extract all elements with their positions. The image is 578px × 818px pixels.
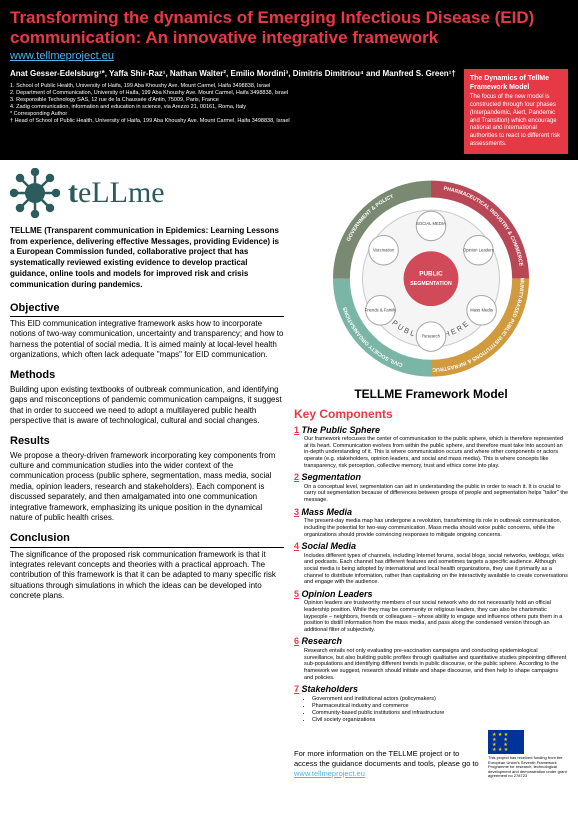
key-component: 3 Mass MediaThe present-day media map ha… bbox=[294, 507, 568, 538]
model-box-body: The focus of the new model is constructe… bbox=[470, 94, 562, 149]
left-column: teLLme TELLME (Transparent communication… bbox=[10, 168, 284, 778]
footer-more-info: For more information on the TELLME proje… bbox=[294, 749, 482, 778]
key-component: 5 Opinion LeadersOpinion leaders are tru… bbox=[294, 589, 568, 634]
affiliation-line: 3. Responsible Technology SAS, 12 rue de… bbox=[10, 97, 456, 104]
svg-text:Friends & Family: Friends & Family bbox=[365, 307, 397, 312]
key-component: 1 The Public SphereOur framework refocus… bbox=[294, 425, 568, 470]
svg-text:SOCIAL MEDIA: SOCIAL MEDIA bbox=[416, 221, 446, 226]
virus-icon bbox=[10, 168, 60, 218]
kc-name: Opinion Leaders bbox=[299, 589, 373, 599]
svg-text:Vaccination: Vaccination bbox=[373, 247, 395, 252]
kc-bullet: Pharmaceutical industry and commerce bbox=[312, 703, 568, 710]
footer-link[interactable]: www.tellmeproject.eu bbox=[294, 769, 365, 778]
kc-bullet: Civil society organizations bbox=[312, 717, 568, 724]
intro-paragraph: TELLME (Transparent communication in Epi… bbox=[10, 226, 284, 291]
kc-body: The present-day media map has undergone … bbox=[304, 518, 568, 538]
affiliation-line: 2. Department of Communication, Universi… bbox=[10, 90, 456, 97]
eu-funding-box: This project has received funding from t… bbox=[488, 730, 568, 778]
svg-text:Mass Media: Mass Media bbox=[470, 307, 493, 312]
key-component: 7 StakeholdersGovernment and institution… bbox=[294, 684, 568, 724]
kc-name: Research bbox=[299, 636, 342, 646]
svg-text:PUBLIC: PUBLIC bbox=[419, 270, 443, 277]
affiliations: 1. School of Public Health, University o… bbox=[10, 83, 456, 124]
kc-bullet: Government and institutional actors (pol… bbox=[312, 696, 568, 703]
kc-name: Segmentation bbox=[299, 472, 361, 482]
right-column: PHARMACEUTICAL INDUSTRY & COMMERCE COMMU… bbox=[294, 168, 568, 778]
affiliation-line: 1. School of Public Health, University o… bbox=[10, 83, 456, 90]
affiliation-line: * Corresponding Author bbox=[10, 111, 456, 118]
kc-body: Includes different types of channels, in… bbox=[304, 553, 568, 586]
section-heading: Methods bbox=[10, 368, 284, 382]
footer-row: For more information on the TELLME proje… bbox=[294, 730, 568, 778]
project-link[interactable]: www.tellmeproject.eu bbox=[10, 50, 114, 62]
key-component: 6 ResearchResearch entails not only eval… bbox=[294, 636, 568, 681]
framework-diagram: PHARMACEUTICAL INDUSTRY & COMMERCE COMMU… bbox=[294, 168, 568, 379]
section-heading: Objective bbox=[10, 301, 284, 317]
diagram-title: TELLME Framework Model bbox=[294, 387, 568, 403]
section-body: The significance of the proposed risk co… bbox=[10, 550, 284, 602]
kc-body: On a conceptual level, segmentation can … bbox=[304, 484, 568, 504]
svg-text:Opinion Leaders: Opinion Leaders bbox=[463, 247, 494, 252]
kc-body: Our framework refocuses the center of co… bbox=[304, 436, 568, 469]
section-body: This EID communication integrative frame… bbox=[10, 319, 284, 361]
header: Transforming the dynamics of Emerging In… bbox=[0, 0, 578, 160]
poster-title: Transforming the dynamics of Emerging In… bbox=[10, 8, 568, 49]
key-component: 2 SegmentationOn a conceptual level, seg… bbox=[294, 472, 568, 503]
content-columns: teLLme TELLME (Transparent communication… bbox=[0, 160, 578, 784]
section-body: Building upon existing textbooks of outb… bbox=[10, 385, 284, 427]
kc-body: Opinion leaders are trustworthy members … bbox=[304, 600, 568, 633]
affiliation-line: 4. Zadig communication, information and … bbox=[10, 104, 456, 111]
kc-bullet: Community-based public institutions and … bbox=[312, 710, 568, 717]
svg-text:Research: Research bbox=[422, 334, 441, 339]
authors: Anat Gesser-Edelsburg¹*, Yaffa Shir-Raz¹… bbox=[10, 69, 456, 79]
section-heading: Conclusion bbox=[10, 531, 284, 547]
model-box-title: The Dynamics of TellMe Framework Model bbox=[470, 74, 562, 92]
eu-funding-text: This project has received funding from t… bbox=[488, 756, 568, 778]
tellme-logo: teLLme bbox=[10, 168, 284, 218]
authors-block: Anat Gesser-Edelsburg¹*, Yaffa Shir-Raz¹… bbox=[10, 69, 456, 154]
kc-name: The Public Sphere bbox=[299, 425, 380, 435]
section-heading: Results bbox=[10, 434, 284, 448]
logo-text: teLLme bbox=[68, 173, 165, 212]
svg-text:SEGMENTATION: SEGMENTATION bbox=[410, 281, 452, 287]
affiliation-line: † Head of School of Public Health, Unive… bbox=[10, 118, 456, 125]
key-component: 4 Social MediaIncludes different types o… bbox=[294, 541, 568, 586]
model-dynamics-box: The Dynamics of TellMe Framework Model T… bbox=[464, 69, 568, 154]
kc-name: Social Media bbox=[299, 541, 356, 551]
section-body: We propose a theory-driven framework inc… bbox=[10, 451, 284, 524]
kc-bullets: Government and institutional actors (pol… bbox=[312, 696, 568, 725]
kc-name: Mass Media bbox=[299, 507, 352, 517]
key-components-title: Key Components bbox=[294, 407, 568, 423]
kc-name: Stakeholders bbox=[299, 684, 358, 694]
eu-flag-icon bbox=[488, 730, 524, 754]
kc-body: Research entails not only evaluating pre… bbox=[304, 648, 568, 681]
